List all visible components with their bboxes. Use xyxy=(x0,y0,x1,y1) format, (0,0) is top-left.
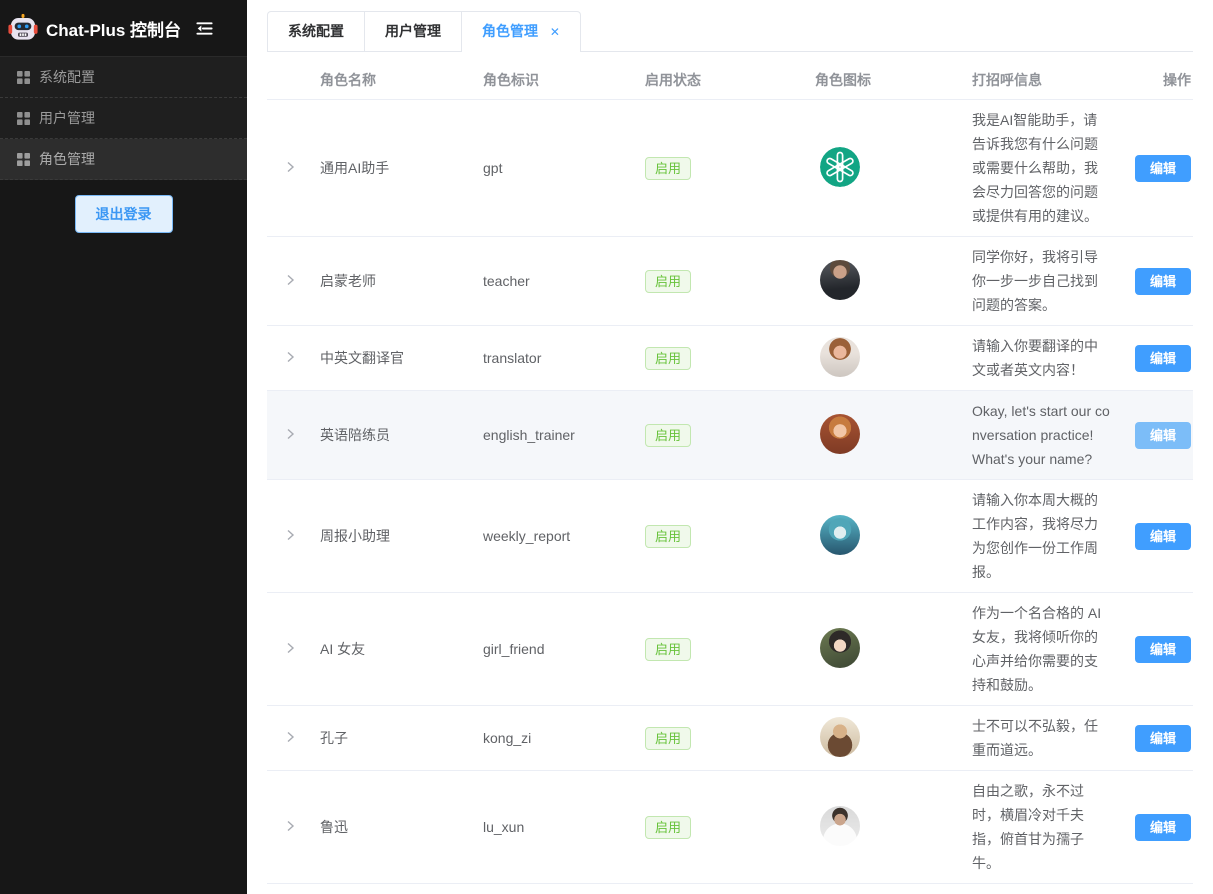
role-name: 英语陪练员 xyxy=(320,427,390,443)
role-name: 通用AI助手 xyxy=(320,160,390,176)
table-row: AI 女友 girl_friend 启用 作为一个名合格的 AI 女友，我将倾听… xyxy=(267,593,1193,706)
table-row-highlighted: 英语陪练员 english_trainer 启用 Okay, let's sta… xyxy=(267,391,1193,480)
expand-row-icon[interactable] xyxy=(284,529,296,541)
greeting-text: 请输入你本周大概的工作内容，我将尽力为您创作一份工作周报。 xyxy=(972,492,1098,580)
role-name: 启蒙老师 xyxy=(320,273,376,289)
roles-table: 角色名称 角色标识 启用状态 角色图标 打招呼信息 操作 通用AI助手 gpt … xyxy=(267,60,1193,884)
edit-button[interactable]: 编辑 xyxy=(1134,724,1191,752)
greeting-text: 请输入你要翻译的中文或者英文内容！ xyxy=(972,338,1098,378)
openai-logo-icon xyxy=(820,146,860,187)
greeting-text: 自由之歌，永不过时，横眉冷对千夫指，俯首甘为孺子牛。 xyxy=(972,783,1084,871)
role-name: 鲁迅 xyxy=(320,819,348,835)
greeting-text: Okay, let's start our conversation pract… xyxy=(972,403,1110,467)
status-badge: 启用 xyxy=(645,726,692,750)
status-badge: 启用 xyxy=(645,524,692,548)
role-key: lu_xun xyxy=(483,819,525,835)
tab-bar: 系统配置 用户管理 角色管理 ✕ xyxy=(267,11,1193,52)
expand-row-icon[interactable] xyxy=(284,428,296,440)
role-key: kong_zi xyxy=(483,730,532,746)
girl-friend-avatar xyxy=(820,627,860,668)
table-row: 鲁迅 lu_xun 启用 自由之歌，永不过时，横眉冷对千夫指，俯首甘为孺子牛。 … xyxy=(267,771,1193,884)
role-name: 周报小助理 xyxy=(320,528,390,544)
sidebar-item-label: 系统配置 xyxy=(39,69,95,85)
grid-icon xyxy=(17,111,30,125)
sidebar-item-system-config[interactable]: 系统配置 xyxy=(0,57,247,98)
menu-fold-icon[interactable] xyxy=(195,19,214,38)
translator-avatar xyxy=(820,336,860,377)
role-key: translator xyxy=(483,350,542,366)
edit-button[interactable]: 编辑 xyxy=(1134,267,1191,295)
edit-button[interactable]: 编辑 xyxy=(1134,421,1191,449)
edit-button[interactable]: 编辑 xyxy=(1134,344,1191,372)
sidebar-menu: 系统配置 用户管理 角色管理 xyxy=(0,56,247,180)
app-header: Chat-Plus 控制台 xyxy=(0,0,247,56)
luxun-avatar xyxy=(820,805,860,846)
role-key: weekly_report xyxy=(483,528,571,544)
header-action: 操作 xyxy=(1163,71,1191,88)
table-row: 中英文翻译官 translator 启用 请输入你要翻译的中文或者英文内容！ 编… xyxy=(267,326,1193,391)
status-badge: 启用 xyxy=(645,815,692,839)
greeting-text: 士不可以不弘毅，任重而道远。 xyxy=(972,718,1098,758)
role-key: teacher xyxy=(483,273,530,289)
role-name: 中英文翻译官 xyxy=(320,350,404,366)
robot-logo-icon xyxy=(8,13,38,43)
weekly-report-avatar xyxy=(820,514,860,555)
close-icon[interactable]: ✕ xyxy=(549,25,560,39)
header-role-name: 角色名称 xyxy=(320,71,376,88)
expand-row-icon[interactable] xyxy=(284,161,296,173)
status-badge: 启用 xyxy=(645,346,692,370)
header-status: 启用状态 xyxy=(645,71,701,88)
grid-icon xyxy=(17,152,30,166)
tab-user-management[interactable]: 用户管理 xyxy=(365,11,462,51)
status-badge: 启用 xyxy=(645,269,692,293)
status-badge: 启用 xyxy=(645,637,692,661)
role-name: 孔子 xyxy=(320,730,348,746)
expand-row-icon[interactable] xyxy=(284,351,296,363)
table-row: 通用AI助手 gpt 启用 我是AI智能助手，请告诉我您有什么问题或需要什么帮助… xyxy=(267,100,1193,237)
main-content: 系统配置 用户管理 角色管理 ✕ 角色名称 角色标识 启用状态 角色图标 打招呼… xyxy=(247,0,1213,894)
table-row: 启蒙老师 teacher 启用 同学你好，我将引导你一步一步自己找到问题的答案。… xyxy=(267,237,1193,326)
role-key: girl_friend xyxy=(483,641,545,657)
sidebar-item-role-management[interactable]: 角色管理 xyxy=(0,139,247,180)
edit-button[interactable]: 编辑 xyxy=(1134,522,1191,550)
greeting-text: 同学你好，我将引导你一步一步自己找到问题的答案。 xyxy=(972,249,1098,313)
header-greeting: 打招呼信息 xyxy=(972,71,1042,88)
greeting-text: 我是AI智能助手，请告诉我您有什么问题或需要什么帮助，我会尽力回答您的问题或提供… xyxy=(972,112,1098,224)
status-badge: 启用 xyxy=(645,156,692,180)
tab-label: 角色管理 xyxy=(482,23,538,39)
role-key: gpt xyxy=(483,160,503,176)
logout-button[interactable]: 退出登录 xyxy=(74,195,173,233)
table-row: 孔子 kong_zi 启用 士不可以不弘毅，任重而道远。 编辑 xyxy=(267,706,1193,771)
app-title: Chat-Plus 控制台 xyxy=(46,20,182,40)
logout-area: 退出登录 xyxy=(0,180,247,248)
sidebar-item-user-management[interactable]: 用户管理 xyxy=(0,98,247,139)
expand-row-icon[interactable] xyxy=(284,731,296,743)
header-role-key: 角色标识 xyxy=(483,71,539,88)
tab-role-management[interactable]: 角色管理 ✕ xyxy=(462,11,581,52)
table-header-row: 角色名称 角色标识 启用状态 角色图标 打招呼信息 操作 xyxy=(267,60,1193,100)
sidebar-item-label: 用户管理 xyxy=(39,110,95,126)
edit-button[interactable]: 编辑 xyxy=(1134,813,1191,841)
tab-label: 用户管理 xyxy=(385,23,441,39)
tab-label: 系统配置 xyxy=(288,23,344,39)
role-key: english_trainer xyxy=(483,427,575,443)
english-trainer-avatar xyxy=(820,413,860,454)
expand-row-icon[interactable] xyxy=(284,820,296,832)
status-badge: 启用 xyxy=(645,423,692,447)
teacher-avatar xyxy=(820,259,860,300)
header-icon: 角色图标 xyxy=(815,71,871,88)
kongzi-avatar xyxy=(820,716,860,757)
edit-button[interactable]: 编辑 xyxy=(1134,154,1191,182)
grid-icon xyxy=(17,70,30,84)
greeting-text: 作为一个名合格的 AI 女友，我将倾听你的心声并给你需要的支持和鼓励。 xyxy=(972,605,1102,693)
tab-system-config[interactable]: 系统配置 xyxy=(267,11,365,51)
sidebar: Chat-Plus 控制台 系统配置 xyxy=(0,0,247,894)
edit-button[interactable]: 编辑 xyxy=(1134,635,1191,663)
table-row: 周报小助理 weekly_report 启用 请输入你本周大概的工作内容，我将尽… xyxy=(267,480,1193,593)
sidebar-item-label: 角色管理 xyxy=(39,151,95,167)
expand-row-icon[interactable] xyxy=(284,274,296,286)
role-name: AI 女友 xyxy=(320,641,366,657)
expand-row-icon[interactable] xyxy=(284,642,296,654)
